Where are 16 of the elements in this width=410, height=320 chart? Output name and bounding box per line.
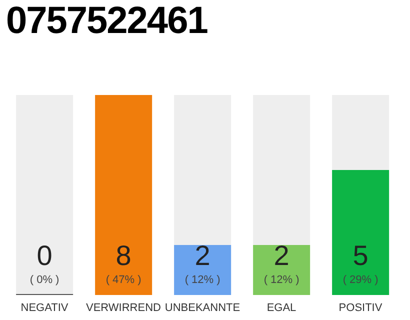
x-tick-label: EGAL [266, 302, 296, 314]
annotation: ( 29% ) [342, 274, 378, 286]
data-label: 2 [194, 240, 210, 271]
data-label: 2 [274, 240, 290, 271]
x-tick-label: VERWIRREND [86, 302, 162, 314]
annotation: ( 12% ) [264, 274, 300, 286]
annotation: ( 12% ) [184, 274, 220, 286]
chart-title: 0757522461 [6, 0, 208, 43]
annotation: ( 47% ) [106, 274, 142, 286]
x-tick-label: POSITIV [338, 302, 383, 314]
x-tick-label: NEGATIV [20, 302, 69, 314]
data-label: 8 [116, 240, 132, 271]
annotation: ( 0% ) [30, 274, 60, 286]
data-label: 0 [36, 240, 52, 271]
x-tick-label: UNBEKANNTE [164, 302, 240, 314]
data-label: 5 [352, 240, 368, 271]
